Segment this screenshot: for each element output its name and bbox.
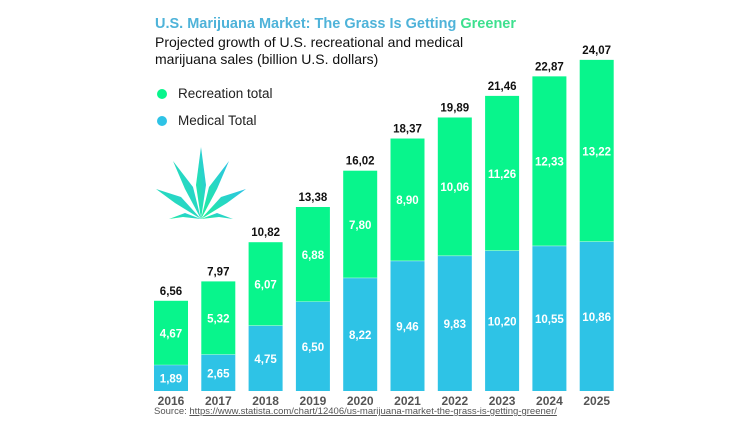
source-link[interactable]: https://www.statista.com/chart/12406/us-… [189, 406, 557, 417]
data-label-recreation-2023: 11,26 [488, 169, 516, 181]
data-label-medical-2024: 10,55 [535, 314, 564, 326]
data-label-medical-2016: 1,89 [160, 374, 182, 386]
x-tick-label-2020: 2020 [347, 394, 374, 408]
bar-recreation-2020 [343, 170, 378, 278]
data-label-medical-2020: 8,22 [349, 330, 371, 342]
data-label-recreation-2017: 5,32 [207, 313, 229, 325]
x-tick-label-2017: 2017 [205, 394, 232, 408]
source-note: Source: https://www.statista.com/chart/1… [154, 406, 557, 417]
total-label-2016: 6,56 [160, 286, 182, 298]
data-label-recreation-2024: 12,33 [535, 157, 564, 169]
bar-medical-2022 [437, 255, 472, 391]
chart-title-main: U.S. Marijuana Market: The Grass Is Gett… [155, 16, 461, 32]
bar-recreation-2018 [248, 242, 283, 326]
chart-title: U.S. Marijuana Market: The Grass Is Gett… [155, 16, 516, 32]
data-label-recreation-2021: 8,90 [396, 195, 418, 207]
x-tick-label-2021: 2021 [394, 394, 421, 408]
bar-medical-2024 [532, 245, 567, 391]
bar-medical-2017 [201, 354, 236, 391]
bar-recreation-2017 [201, 281, 236, 355]
source-prefix: Source: [154, 406, 190, 417]
legend: Recreation total Medical Total [157, 80, 273, 134]
chart-title-accent: Greener [460, 16, 517, 32]
bar-recreation-2023 [485, 95, 520, 251]
legend-label-medical: Medical Total [178, 113, 257, 128]
data-label-recreation-2025: 13,22 [582, 146, 611, 158]
data-label-medical-2017: 2,65 [207, 368, 230, 380]
data-label-recreation-2016: 4,67 [160, 328, 182, 340]
total-label-2017: 7,97 [207, 266, 229, 278]
x-tick-label-2023: 2023 [489, 394, 516, 408]
bar-recreation-2016 [154, 300, 188, 366]
bar-medical-2019 [295, 301, 330, 391]
data-label-medical-2018: 4,75 [254, 354, 277, 366]
data-label-medical-2022: 9,83 [444, 319, 466, 331]
data-label-medical-2019: 6,50 [302, 342, 324, 354]
bar-recreation-2019 [295, 207, 330, 302]
bar-recreation-2022 [437, 117, 472, 256]
total-label-2022: 19,89 [440, 102, 469, 114]
total-label-2019: 13,38 [299, 192, 328, 204]
bar-medical-2018 [248, 325, 283, 391]
x-tick-label-2016: 2016 [158, 394, 185, 408]
x-tick-label-2022: 2022 [441, 394, 468, 408]
bars-group: 1,89 4,67 6,56 2016 2,65 5,32 7,97 2017 4,75 6,07… [154, 45, 614, 408]
data-label-medical-2021: 9,46 [396, 321, 418, 333]
total-label-2021: 18,37 [393, 124, 422, 136]
x-tick-label-2019: 2019 [300, 394, 327, 408]
data-label-recreation-2020: 7,80 [349, 220, 371, 232]
data-label-medical-2025: 10,86 [582, 312, 611, 324]
bar-medical-2025 [579, 241, 614, 391]
total-label-2023: 21,46 [488, 81, 517, 93]
data-label-recreation-2022: 10,06 [440, 182, 469, 194]
legend-label-recreation: Recreation total [178, 86, 273, 101]
bar-medical-2023 [485, 250, 520, 391]
legend-item-recreation: Recreation total [157, 80, 273, 107]
legend-dot-recreation [157, 88, 167, 99]
total-label-2018: 10,82 [251, 227, 280, 239]
x-tick-label-2024: 2024 [536, 394, 563, 408]
total-label-2024: 22,87 [535, 61, 564, 73]
bar-recreation-2024 [532, 76, 567, 246]
cannabis-leaf-icon [156, 147, 246, 219]
data-label-recreation-2018: 6,07 [254, 279, 276, 291]
bar-recreation-2021 [390, 138, 425, 261]
total-label-2025: 24,07 [582, 45, 611, 57]
legend-dot-medical [157, 115, 167, 126]
data-label-medical-2023: 10,20 [488, 316, 517, 328]
total-label-2020: 16,02 [346, 156, 375, 168]
bar-medical-2016 [154, 365, 188, 391]
legend-item-medical: Medical Total [157, 107, 273, 134]
bar-recreation-2025 [579, 59, 614, 242]
x-tick-label-2025: 2025 [583, 394, 610, 408]
data-label-recreation-2019: 6,88 [302, 250, 325, 262]
chart-subtitle: Projected growth of U.S. recreational an… [155, 34, 464, 67]
bar-medical-2020 [343, 277, 378, 391]
x-tick-label-2018: 2018 [252, 394, 279, 408]
bar-medical-2021 [390, 260, 425, 391]
